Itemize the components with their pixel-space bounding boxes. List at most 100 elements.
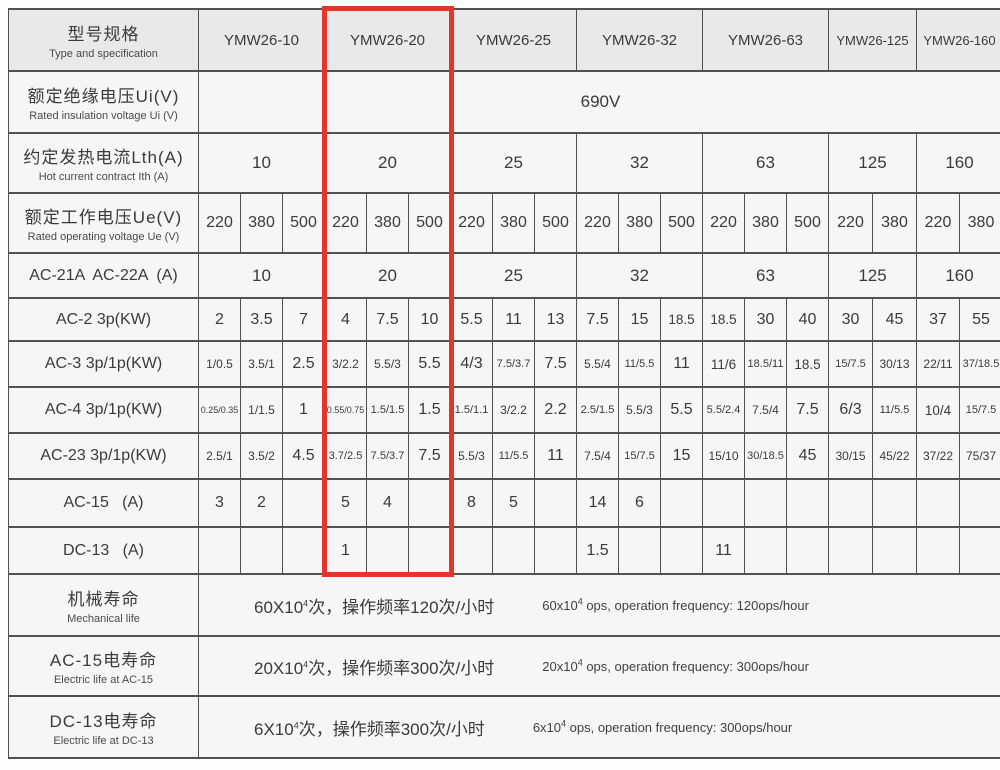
cell bbox=[534, 526, 577, 575]
cell: 45/22 bbox=[872, 432, 917, 480]
cell: 220 bbox=[702, 192, 745, 254]
cell: 220 bbox=[916, 192, 960, 254]
cell: 10 bbox=[408, 297, 451, 342]
row-label-en: Rated insulation voltage Ui (V) bbox=[29, 110, 178, 122]
row-label-ac4: AC-4 3p/1p(KW) bbox=[8, 386, 199, 434]
cell: 10/4 bbox=[916, 386, 960, 434]
cell: 15/7.5 bbox=[959, 386, 1000, 434]
cell: 380 bbox=[240, 192, 283, 254]
cell: 5.5 bbox=[408, 340, 451, 388]
cell: 1.5 bbox=[408, 386, 451, 434]
row-lth: 约定发热电流Lth(A) Hot current contract Ith (A… bbox=[8, 132, 1000, 194]
cell: 30/15 bbox=[828, 432, 873, 480]
cell bbox=[282, 526, 325, 575]
cell: 3.5/2 bbox=[240, 432, 283, 480]
table-title-cell: 型号规格 Type and specification bbox=[8, 8, 199, 72]
row-label-zh: 约定发热电流Lth(A) bbox=[23, 148, 184, 167]
row-ac21: AC-21A AC-22A (A) 10 20 25 32 63 125 160 bbox=[8, 252, 1000, 299]
row-label-text: AC-2 3p(KW) bbox=[55, 310, 152, 328]
cell bbox=[786, 526, 829, 575]
cell: 160 bbox=[916, 132, 1000, 194]
cell: 15/7.5 bbox=[618, 432, 661, 480]
electric-life-dc13-spec-zh: 6X104次，操作频率300次/小时 bbox=[254, 719, 485, 739]
row-label-ac2: AC-2 3p(KW) bbox=[8, 297, 199, 342]
cell: 4 bbox=[324, 297, 367, 342]
cell bbox=[366, 526, 409, 575]
cell: 30 bbox=[744, 297, 787, 342]
row-label-en: Hot current contract Ith (A) bbox=[38, 171, 169, 183]
row-label-ac23: AC-23 3p/1p(KW) bbox=[8, 432, 199, 480]
cell bbox=[744, 526, 787, 575]
cell bbox=[534, 478, 577, 528]
cell: 18.5/11 bbox=[744, 340, 787, 388]
cell bbox=[828, 478, 873, 528]
cell: 5.5/3 bbox=[366, 340, 409, 388]
cell: 3.5/1 bbox=[240, 340, 283, 388]
cell: 13 bbox=[534, 297, 577, 342]
cell bbox=[916, 478, 960, 528]
cell: 3.7/2.5 bbox=[324, 432, 367, 480]
cell: 380 bbox=[618, 192, 661, 254]
row-ac23: AC-23 3p/1p(KW) 2.5/1 3.5/2 4.5 3.7/2.5 … bbox=[8, 432, 1000, 480]
cell bbox=[916, 526, 960, 575]
row-ac4: AC-4 3p/1p(KW) 0.25/0.35 1/1.5 1 0.55/0.… bbox=[8, 386, 1000, 434]
cell: 40 bbox=[786, 297, 829, 342]
cell: 37/18.5 bbox=[959, 340, 1000, 388]
cell bbox=[828, 526, 873, 575]
cell bbox=[786, 478, 829, 528]
row-label-ue: 额定工作电压Ue(V) Rated operating voltage Ue (… bbox=[8, 192, 199, 254]
cell: 5.5/3 bbox=[450, 432, 493, 480]
cell bbox=[408, 526, 451, 575]
cell: 7.5/3.7 bbox=[492, 340, 535, 388]
cell: 3/2.2 bbox=[324, 340, 367, 388]
electric-life-dc13-spec-en: 6x104 ops, operation frequency: 300ops/h… bbox=[532, 718, 793, 735]
cell-ui-value: 690V bbox=[198, 70, 1000, 134]
row-electric-life-dc13: DC-13电寿命 Electric life at DC-13 6X104次，操… bbox=[8, 695, 1000, 759]
row-label-text: AC-3 3p/1p(KW) bbox=[44, 355, 163, 372]
cell: 2 bbox=[240, 478, 283, 528]
cell bbox=[872, 478, 917, 528]
cell-electric-life-ac15-spec: 20X104次，操作频率300次/小时 20x104 ops, operatio… bbox=[198, 635, 1000, 697]
cell: 10 bbox=[198, 132, 325, 194]
cell: 1 bbox=[282, 386, 325, 434]
table-title-zh: 型号规格 bbox=[67, 25, 140, 44]
cell: 4.5 bbox=[282, 432, 325, 480]
cell: 2.5/1 bbox=[198, 432, 241, 480]
cell: 1.5 bbox=[576, 526, 619, 575]
cell: 11/6 bbox=[702, 340, 745, 388]
cell: 220 bbox=[576, 192, 619, 254]
table-title-en: Type and specification bbox=[49, 48, 158, 60]
cell: 7 bbox=[282, 297, 325, 342]
cell: 125 bbox=[828, 252, 917, 299]
cell bbox=[282, 478, 325, 528]
cell bbox=[959, 478, 1000, 528]
cell bbox=[198, 526, 241, 575]
cell: 37 bbox=[916, 297, 960, 342]
cell: 220 bbox=[828, 192, 873, 254]
cell: 5.5/2.4 bbox=[702, 386, 745, 434]
row-ui: 额定绝缘电压Ui(V) Rated insulation voltage Ui … bbox=[8, 70, 1000, 134]
cell bbox=[660, 478, 703, 528]
cell: 380 bbox=[492, 192, 535, 254]
row-label-text: AC-15 (A) bbox=[63, 494, 144, 511]
cell: 380 bbox=[744, 192, 787, 254]
col-header-ymw26-32: YMW26-32 bbox=[576, 8, 703, 72]
row-label-dc13: DC-13 (A) bbox=[8, 526, 199, 575]
cell: 75/37 bbox=[959, 432, 1000, 480]
cell bbox=[702, 478, 745, 528]
cell: 5 bbox=[324, 478, 367, 528]
cell: 7.5/4 bbox=[576, 432, 619, 480]
cell: 7.5 bbox=[366, 297, 409, 342]
row-label-ac15: AC-15 (A) bbox=[8, 478, 199, 528]
row-ac2: AC-2 3p(KW) 2 3.5 7 4 7.5 10 5.5 11 13 7… bbox=[8, 297, 1000, 342]
cell bbox=[240, 526, 283, 575]
cell: 7.5 bbox=[786, 386, 829, 434]
spec-table: 型号规格 Type and specification YMW26-10 YMW… bbox=[8, 8, 1000, 759]
cell: 15 bbox=[660, 432, 703, 480]
mech-life-spec-zh: 60X104次，操作频率120次/小时 bbox=[254, 597, 495, 617]
cell: 3 bbox=[198, 478, 241, 528]
electric-life-ac15-spec-en: 20x104 ops, operation frequency: 300ops/… bbox=[542, 657, 809, 674]
cell: 380 bbox=[366, 192, 409, 254]
col-header-ymw26-10: YMW26-10 bbox=[198, 8, 325, 72]
